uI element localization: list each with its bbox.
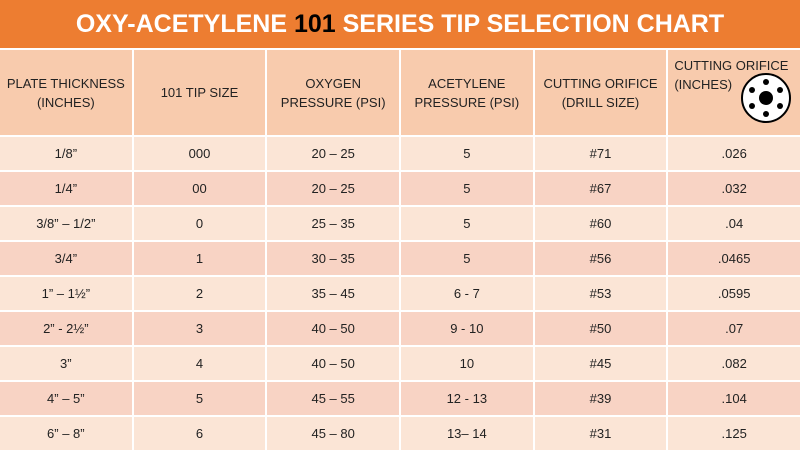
table-cell: .0595	[668, 277, 800, 310]
table-cell: 3”	[0, 347, 132, 380]
title-highlight: 101	[293, 9, 336, 38]
table-cell: .104	[668, 382, 800, 415]
table-cell: #67	[534, 172, 667, 205]
header-cell: CUTTING ORIFICE (INCHES)	[668, 50, 800, 135]
table-cell: #71	[534, 137, 667, 170]
header-cell: 101 TIP SIZE	[133, 50, 266, 135]
table-cell: 40 – 50	[267, 312, 399, 345]
table-cell: .0465	[668, 242, 800, 275]
table-cell: 4	[133, 347, 266, 380]
table-cell: 20 – 25	[267, 137, 399, 170]
table: PLATE THICKNESS (INCHES) 101 TIP SIZE OXYGE…	[0, 50, 800, 450]
header-text: PRESSURE (PSI)	[280, 94, 386, 110]
table-cell: #31	[534, 417, 667, 450]
title-text: OXY-ACETYLENE	[75, 9, 294, 38]
table-cell: 9 - 10	[401, 312, 533, 345]
orifice-icon	[741, 73, 791, 123]
table-cell: #45	[534, 347, 667, 380]
table-cell: 3/8” – 1/2”	[0, 207, 132, 240]
title-bar: OXY-ACETYLENE 101 SERIES TIP SELECTION C…	[0, 0, 800, 48]
table-cell: 5	[133, 382, 266, 415]
table-cell: 1/4”	[0, 172, 132, 205]
table-cell: #60	[534, 207, 667, 240]
table-cell: 000	[133, 137, 266, 170]
table-cell: 5	[401, 207, 533, 240]
table-cell: .026	[668, 137, 800, 170]
table-cell: .07	[668, 312, 800, 345]
table-cell: 30 – 35	[267, 242, 399, 275]
header-text: PRESSURE (PSI)	[414, 94, 520, 110]
table-cell: 35 – 45	[267, 277, 399, 310]
table-cell: 13– 14	[401, 417, 533, 450]
header-cell: ACETYLENE PRESSURE (PSI)	[401, 50, 533, 135]
table-cell: 2	[133, 277, 266, 310]
table-cell: 45 – 55	[267, 382, 399, 415]
header-text: PLATE THICKNESS	[6, 75, 125, 91]
header-cell: CUTTING ORIFICE (DRILL SIZE)	[534, 50, 667, 135]
table-cell: 25 – 35	[267, 207, 399, 240]
table-cell: 12 - 13	[401, 382, 533, 415]
table-cell: 3/4”	[0, 242, 132, 275]
table-cell: 4” – 5”	[0, 382, 132, 415]
header-text: CUTTING ORIFICE	[674, 58, 789, 73]
header-text: 101 TIP SIZE	[160, 85, 239, 100]
table-cell: 1” – 1½”	[0, 277, 132, 310]
table-cell: 6” – 8”	[0, 417, 132, 450]
table-cell: 6	[133, 417, 266, 450]
table-cell: 3	[133, 312, 266, 345]
table-cell: 5	[401, 172, 533, 205]
table-cell: .125	[668, 417, 800, 450]
table-cell: 2” - 2½”	[0, 312, 132, 345]
table-cell: 10	[401, 347, 533, 380]
header-text: (DRILL SIZE)	[561, 94, 640, 110]
title-text: SERIES TIP SELECTION CHART	[335, 9, 725, 38]
table-cell: 40 – 50	[267, 347, 399, 380]
header-text: ACETYLENE	[428, 75, 506, 91]
header-cell: OXYGEN PRESSURE (PSI)	[267, 50, 399, 135]
table-cell: .082	[668, 347, 800, 380]
table-cell: 5	[401, 137, 533, 170]
table-cell: .032	[668, 172, 800, 205]
header-cell: PLATE THICKNESS (INCHES)	[0, 50, 132, 135]
header-text: OXYGEN	[305, 75, 361, 91]
table-cell: 5	[401, 242, 533, 275]
table-cell: #56	[534, 242, 667, 275]
header-text: CUTTING ORIFICE	[543, 75, 658, 91]
table-cell: #39	[534, 382, 667, 415]
header-text: (INCHES)	[36, 94, 95, 110]
table-cell: #50	[534, 312, 667, 345]
table-cell: .04	[668, 207, 800, 240]
header-text: (INCHES)	[674, 77, 733, 92]
table-cell: 20 – 25	[267, 172, 399, 205]
table-cell: #53	[534, 277, 667, 310]
table-cell: 0	[133, 207, 266, 240]
table-cell: 00	[133, 172, 266, 205]
table-cell: 6 - 7	[401, 277, 533, 310]
table-cell: 45 – 80	[267, 417, 399, 450]
table-cell: 1/8”	[0, 137, 132, 170]
table-cell: 1	[133, 242, 266, 275]
